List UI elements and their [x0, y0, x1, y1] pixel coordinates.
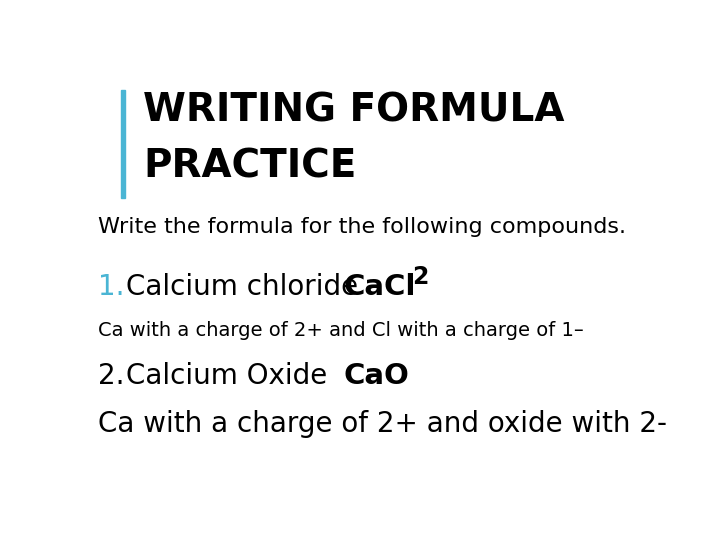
Text: CaCl: CaCl [344, 273, 416, 301]
Text: Ca with a charge of 2+ and Cl with a charge of 1–: Ca with a charge of 2+ and Cl with a cha… [99, 321, 584, 340]
Text: 2.: 2. [99, 362, 125, 390]
Text: 2: 2 [412, 265, 428, 289]
Text: Calcium Oxide: Calcium Oxide [126, 362, 328, 390]
Text: PRACTICE: PRACTICE [143, 148, 356, 186]
Text: WRITING FORMULA: WRITING FORMULA [143, 92, 564, 130]
Text: 1.: 1. [99, 273, 125, 301]
Bar [121, 90, 125, 198]
Text: Ca with a charge of 2+ and oxide with 2-: Ca with a charge of 2+ and oxide with 2- [99, 410, 667, 438]
Text: CaO: CaO [344, 362, 410, 390]
Text: Write the formula for the following compounds.: Write the formula for the following comp… [99, 217, 626, 237]
Text: Calcium chloride: Calcium chloride [126, 273, 359, 301]
